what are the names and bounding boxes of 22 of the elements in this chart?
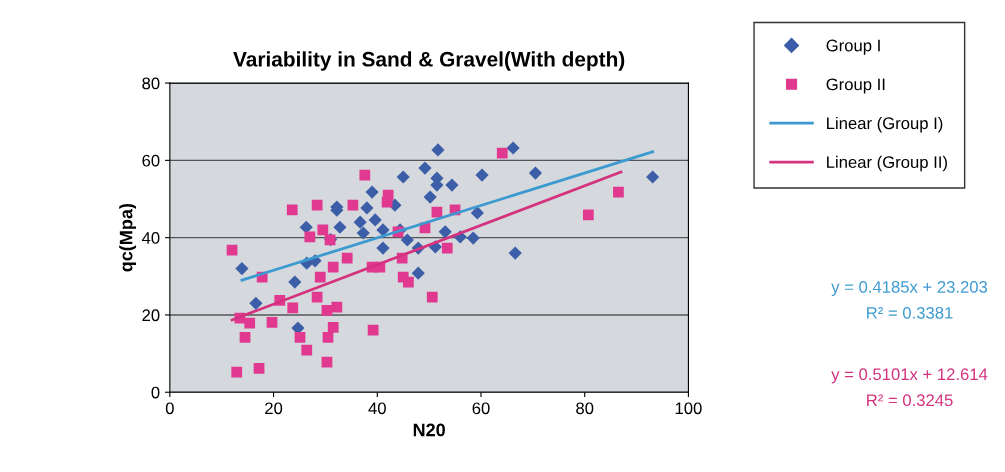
legend-label: Group I	[826, 39, 880, 55]
legend-label: Group II	[826, 78, 885, 94]
x-tick-label: 100	[675, 402, 702, 415]
y-tick-label: 20	[142, 309, 160, 322]
y-tick-label: 40	[141, 232, 160, 244]
x-tick-label: 80	[576, 402, 594, 415]
y-tick-label: 60	[142, 154, 160, 167]
text: R² = 0.3245	[867, 394, 953, 407]
legend-label: Linear (Group I)	[827, 116, 943, 133]
x-axis-title: N20	[413, 423, 445, 437]
x-tick-label: 20	[265, 402, 283, 415]
legend-label: Linear (Group II)	[827, 155, 947, 172]
text: y = 0.4185x + 23.203	[831, 281, 988, 297]
chart-title: Variability in Sand & Gravel(With depth)	[233, 51, 625, 71]
y-axis-title: qc(Mpa)	[119, 203, 137, 272]
x-tick-label: 40	[368, 402, 386, 415]
text: y = 0.5101x + 12.614	[831, 368, 988, 384]
x-tick-label: 60	[472, 402, 490, 415]
text: R² = 0.3381	[867, 306, 953, 319]
y-tick-label: 80	[142, 77, 160, 90]
x-tick-label: 0	[165, 402, 174, 415]
y-tick-label: 0	[151, 386, 160, 399]
